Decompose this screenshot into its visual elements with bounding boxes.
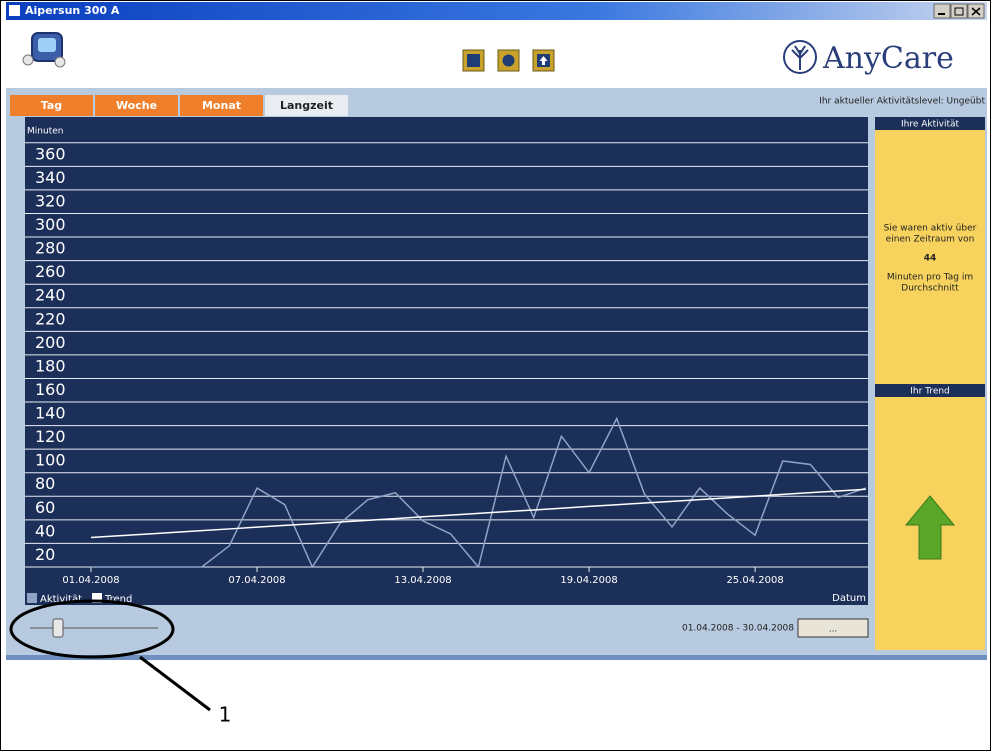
y-tick-label: 280	[35, 239, 66, 258]
title-bar	[6, 2, 987, 20]
x-axis-label: Datum	[832, 593, 866, 604]
y-tick-label: 140	[35, 404, 66, 423]
date-range: 01.04.2008 - 30.04.2008	[682, 624, 794, 634]
y-tick-label: 300	[35, 215, 66, 234]
y-tick-label: 220	[35, 309, 66, 328]
panel-title: Ihr Trend	[910, 387, 950, 397]
y-tick-label: 200	[35, 333, 66, 352]
panel-title: Ihre Aktivität	[901, 120, 960, 130]
y-tick-label: 340	[35, 168, 66, 187]
legend-swatch	[27, 593, 37, 603]
y-tick-label: 20	[35, 545, 55, 564]
y-tick-label: 180	[35, 356, 66, 375]
panel-text: Minuten pro Tag im	[887, 273, 973, 283]
y-tick-label: 320	[35, 191, 66, 210]
y-tick-label: 360	[35, 144, 66, 163]
range-button-label: ...	[829, 625, 838, 635]
maximize[interactable]	[951, 4, 967, 18]
panel-text: Durchschnitt	[901, 284, 959, 294]
app-icon	[9, 5, 20, 16]
brand: AnyCare	[822, 41, 954, 76]
y-tick-label: 120	[35, 427, 66, 446]
minimize[interactable]	[934, 4, 950, 18]
window-buttons[interactable]	[934, 4, 984, 18]
status-text: Ihr aktueller Aktivitätslevel: Ungeübt	[819, 97, 985, 107]
toolbar[interactable]	[463, 50, 554, 71]
panel-value: 44	[924, 254, 937, 264]
y-tick-label: 160	[35, 380, 66, 399]
x-tick-label: 13.04.2008	[394, 575, 451, 586]
x-tick-label: 01.04.2008	[62, 575, 119, 586]
y-tick-label: 60	[35, 498, 55, 517]
screen: Aipersun 300 A AnyCare Tag Woche Monat Lang…	[0, 0, 991, 751]
y-tick-label: 240	[35, 286, 66, 305]
y-tick-label: 80	[35, 474, 55, 493]
panel-text: Sie waren aktiv über	[884, 224, 977, 234]
callout-label: 1	[219, 703, 232, 727]
side-panel	[875, 117, 985, 650]
panel-text: einen Zeitraum von	[886, 235, 975, 245]
window-title: Aipersun 300 A	[25, 4, 120, 17]
slider-thumb[interactable]	[53, 619, 63, 637]
tab-label: Tag	[41, 99, 62, 112]
y-axis-label: Minuten	[27, 127, 63, 137]
x-tick-label: 07.04.2008	[228, 575, 285, 586]
content-border	[6, 655, 987, 660]
x-tick-label: 25.04.2008	[726, 575, 783, 586]
tab-label: Woche	[116, 99, 157, 112]
x-tick-label: 19.04.2008	[560, 575, 617, 586]
tab-label: Monat	[202, 99, 241, 112]
y-tick-label: 100	[35, 451, 66, 470]
y-tick-label: 40	[35, 521, 55, 540]
y-tick-label: 260	[35, 262, 66, 281]
tab-label: Langzeit	[280, 99, 333, 112]
